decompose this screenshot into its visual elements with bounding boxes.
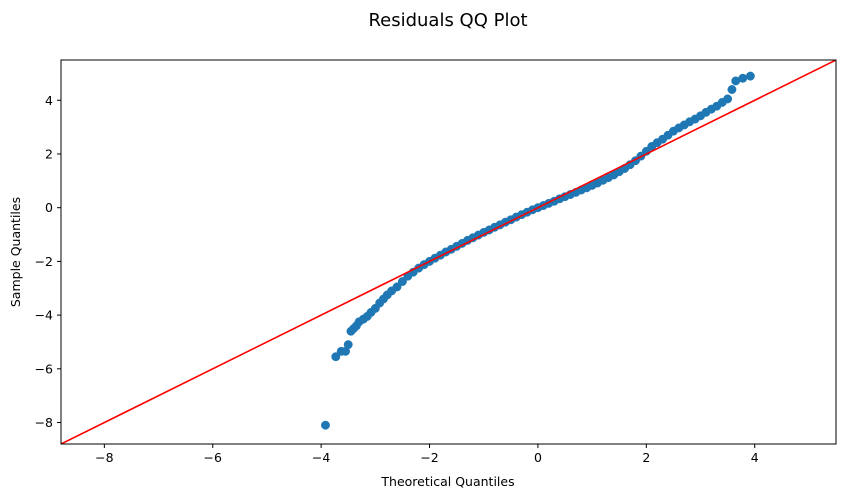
x-tick-label: 4 [751,450,759,465]
qq-point [343,340,353,350]
y-tick-label: −2 [35,254,53,269]
qq-point [723,94,733,104]
y-tick-label: −6 [35,361,53,376]
reference-line [61,60,836,444]
y-axis-label: Sample Quantiles [8,197,23,307]
y-axis: −8 −6 −4 −2 0 2 4 [35,93,61,430]
qq-point [738,73,748,83]
y-tick-label: 2 [45,146,53,161]
x-tick-label: 2 [642,450,650,465]
x-tick-label: −4 [312,450,330,465]
y-tick-label: −4 [35,308,53,323]
x-tick-label: −2 [420,450,438,465]
x-axis-label: Theoretical Quantiles [380,474,514,489]
y-tick-label: −8 [35,415,53,430]
data-layer [61,60,836,444]
qq-point [321,420,330,430]
qq-point [745,71,755,81]
qq-point [397,277,407,286]
chart-title: Residuals QQ Plot [368,10,527,31]
x-tick-label: −8 [95,450,113,465]
qq-point [331,352,341,362]
qq-point [392,282,402,292]
y-tick-label: 0 [45,200,53,215]
qq-point [727,85,737,94]
x-tick-label: −6 [204,450,222,465]
y-tick-label: 4 [45,93,53,108]
plot-frame [60,59,837,445]
x-axis: −8 −6 −4 −2 0 2 4 [95,444,759,465]
x-tick-label: 0 [534,450,542,465]
plot-area [60,59,837,445]
